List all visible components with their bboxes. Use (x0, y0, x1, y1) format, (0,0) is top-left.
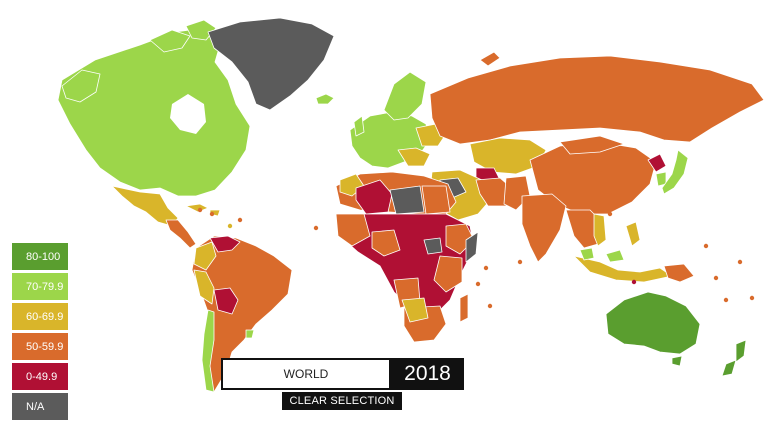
region-madagascar[interactable] (459, 293, 469, 323)
region-mongolia[interactable] (559, 135, 625, 155)
region-alaska[interactable] (61, 69, 101, 103)
region-vietnam[interactable] (593, 213, 607, 247)
region-japan[interactable] (661, 149, 689, 195)
region-bolivia[interactable] (213, 287, 239, 315)
region-colombia[interactable] (193, 241, 217, 271)
region-somalia[interactable] (465, 231, 479, 263)
region-southeast-europe[interactable] (397, 147, 431, 167)
region-iceland[interactable] (315, 93, 335, 105)
region-algeria[interactable] (355, 179, 393, 215)
year-display[interactable]: 2018 (391, 358, 464, 390)
region-philippines[interactable] (625, 221, 641, 247)
region-scandinavia[interactable] (383, 71, 427, 121)
legend-item[interactable]: 70-79.9 (12, 273, 68, 300)
legend-item[interactable]: 60-69.9 (12, 303, 68, 330)
region-west-africa[interactable] (335, 213, 371, 247)
region-libya[interactable] (389, 185, 425, 215)
region-malaysia[interactable] (579, 247, 625, 263)
region-uk[interactable] (353, 115, 365, 137)
region-papua-new-guinea[interactable] (663, 263, 695, 283)
region-russia[interactable] (429, 55, 765, 145)
region-caribbean[interactable] (185, 203, 221, 217)
region-namibia-botswana[interactable] (401, 297, 429, 323)
region-chile[interactable] (201, 309, 215, 393)
region-peru[interactable] (193, 269, 215, 305)
region-central-america[interactable] (165, 219, 197, 249)
region-nigeria[interactable] (371, 229, 401, 257)
region-egypt[interactable] (421, 185, 451, 215)
legend: 80-100 70-79.9 60-69.9 50-59.9 0-49.9 N/A (12, 243, 68, 423)
region-north-korea[interactable] (647, 153, 667, 173)
island-markers (197, 207, 755, 309)
legend-item[interactable]: 50-59.9 (12, 333, 68, 360)
region-venezuela[interactable] (209, 235, 241, 253)
region-new-zealand[interactable] (721, 339, 747, 377)
region-greenland[interactable] (207, 17, 335, 111)
clear-selection-button[interactable]: CLEAR SELECTION (282, 392, 402, 410)
region-australia[interactable] (605, 291, 701, 355)
region-south-sudan[interactable] (423, 237, 443, 255)
region-india[interactable] (521, 193, 567, 263)
legend-item[interactable]: 0-49.9 (12, 363, 68, 390)
legend-item[interactable]: 80-100 (12, 243, 68, 270)
region-uruguay[interactable] (245, 329, 255, 339)
region-select[interactable]: WORLD (221, 358, 391, 390)
region-east-africa[interactable] (433, 255, 463, 293)
legend-item[interactable]: N/A (12, 393, 68, 420)
